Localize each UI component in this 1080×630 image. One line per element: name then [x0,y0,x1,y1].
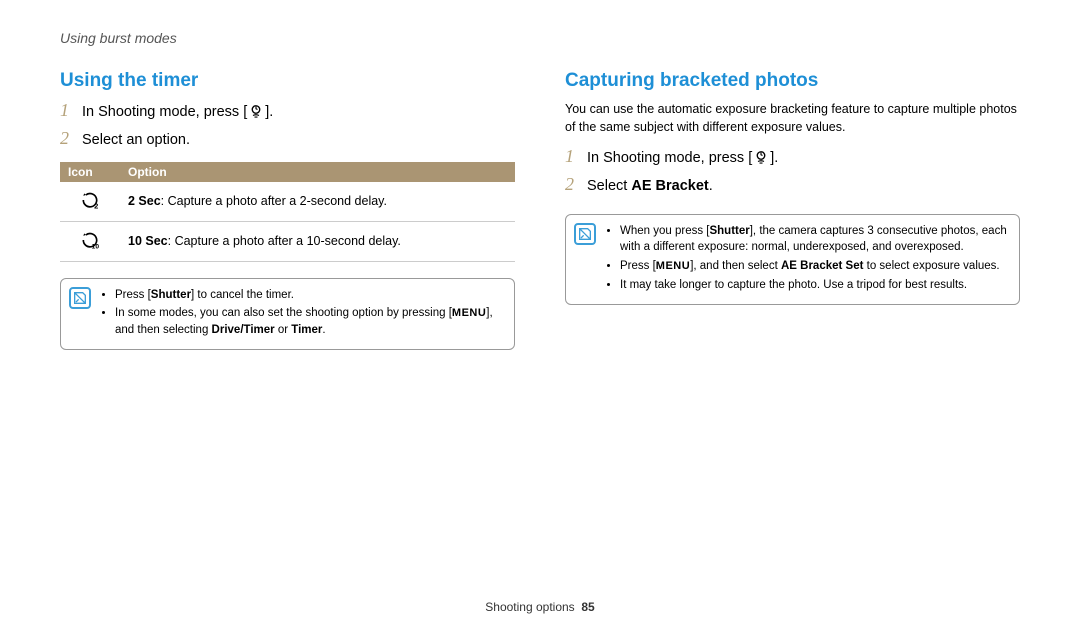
timer-button-icon [247,102,265,120]
step-number: 1 [60,100,82,121]
note-item: In some modes, you can also set the shoo… [115,305,504,339]
option-desc: 2 Sec: Capture a photo after a 2-second … [120,182,515,222]
timer-2sec-icon: 2 [80,190,100,210]
breadcrumb: Using burst modes [60,30,1020,46]
options-table: Icon Option 2 2 Sec: Capture a photo aft… [60,162,515,262]
left-title: Using the timer [60,70,515,92]
note-item: Press [Shutter] to cancel the timer. [115,287,504,304]
step-text: Select AE Bracket. [587,176,713,198]
note-item: When you press [Shutter], the camera cap… [620,223,1009,256]
th-option: Option [120,162,515,182]
timer-10sec-icon: 10 [80,230,100,250]
right-title: Capturing bracketed photos [565,70,1020,92]
footer-label: Shooting options [485,600,574,614]
note-item: Press [MENU], and then select AE Bracket… [620,258,1009,275]
note-box: When you press [Shutter], the camera cap… [565,214,1020,305]
step-number: 2 [565,174,587,195]
left-column: Using the timer 1 In Shooting mode, pres… [60,70,515,350]
step-text: In Shooting mode, press []. [82,102,273,124]
step-number: 1 [565,146,587,167]
note-icon [574,223,596,245]
svg-text:2: 2 [94,201,98,210]
page-footer: Shooting options 85 [0,600,1080,614]
step-2: 2 Select an option. [60,128,515,152]
timer-button-icon [752,148,770,166]
svg-text:10: 10 [92,243,100,250]
step-1: 1 In Shooting mode, press []. [565,146,1020,170]
th-icon: Icon [60,162,120,182]
step-2: 2 Select AE Bracket. [565,174,1020,198]
note-item: It may take longer to capture the photo.… [620,277,1009,294]
footer-page: 85 [581,600,594,614]
step-text: In Shooting mode, press []. [587,148,778,170]
step-text: Select an option. [82,130,190,152]
table-row: 2 2 Sec: Capture a photo after a 2-secon… [60,182,515,222]
note-icon [69,287,91,309]
step-1: 1 In Shooting mode, press []. [60,100,515,124]
note-box: Press [Shutter] to cancel the timer. In … [60,278,515,350]
right-column: Capturing bracketed photos You can use t… [565,70,1020,350]
option-desc: 10 Sec: Capture a photo after a 10-secon… [120,221,515,261]
intro-paragraph: You can use the automatic exposure brack… [565,100,1020,136]
step-number: 2 [60,128,82,149]
table-row: 10 10 Sec: Capture a photo after a 10-se… [60,221,515,261]
